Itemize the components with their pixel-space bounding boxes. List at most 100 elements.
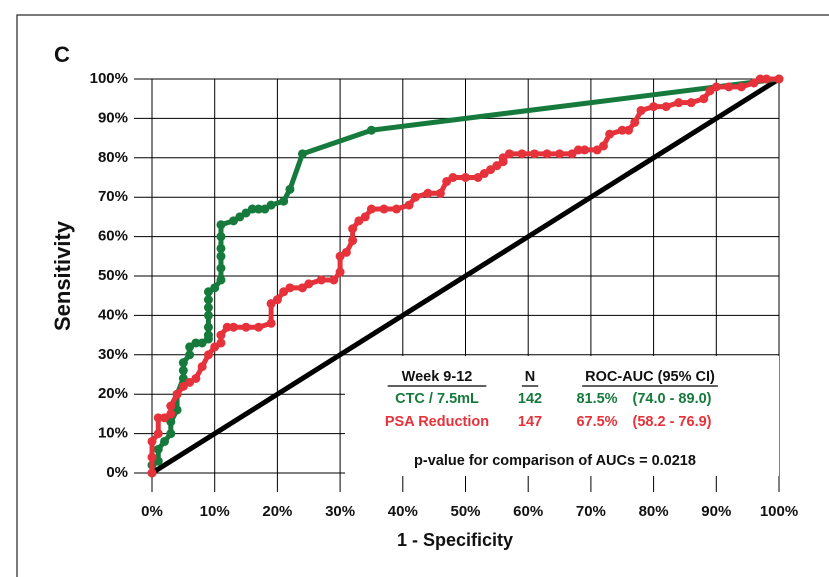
data-point bbox=[166, 429, 176, 439]
table-cell: (58.2 - 76.9) bbox=[633, 414, 712, 430]
data-point bbox=[379, 204, 389, 214]
frame bbox=[16, 14, 829, 577]
data-point bbox=[724, 82, 734, 92]
data-point bbox=[435, 188, 445, 198]
table-header: Week 9-12 bbox=[402, 369, 473, 385]
data-point bbox=[216, 338, 226, 348]
y-tick-label: 10% bbox=[98, 425, 128, 442]
table-cell: 67.5% bbox=[576, 414, 617, 430]
y-tick-label: 100% bbox=[90, 70, 128, 87]
y-tick-label: 80% bbox=[98, 149, 128, 166]
data-point bbox=[147, 452, 157, 462]
x-tick-label: 90% bbox=[701, 503, 731, 520]
data-point bbox=[649, 102, 659, 112]
table-cell: 81.5% bbox=[576, 391, 617, 407]
data-point bbox=[203, 295, 213, 305]
data-point bbox=[247, 204, 257, 214]
data-point bbox=[630, 117, 640, 127]
data-point bbox=[661, 102, 671, 112]
data-point bbox=[279, 196, 289, 206]
data-point bbox=[348, 236, 358, 246]
table-cell: (74.0 - 89.0) bbox=[633, 391, 712, 407]
table-cell: 142 bbox=[518, 391, 542, 407]
x-tick-label: 80% bbox=[639, 503, 669, 520]
data-point bbox=[153, 429, 163, 439]
data-point bbox=[160, 436, 170, 446]
x-tick-label: 60% bbox=[513, 503, 543, 520]
data-point bbox=[285, 184, 295, 194]
y-tick-label: 90% bbox=[98, 109, 128, 126]
data-point bbox=[448, 173, 458, 182]
data-point bbox=[605, 129, 615, 139]
data-point bbox=[774, 74, 784, 84]
data-point bbox=[736, 82, 746, 92]
data-point bbox=[166, 401, 176, 411]
data-point bbox=[185, 350, 195, 360]
data-point bbox=[272, 295, 282, 305]
data-point bbox=[636, 106, 646, 116]
data-point bbox=[216, 275, 226, 285]
data-point bbox=[297, 149, 307, 159]
data-point bbox=[229, 322, 239, 332]
data-point bbox=[624, 125, 634, 135]
data-point bbox=[529, 149, 539, 159]
data-point bbox=[335, 267, 345, 277]
data-point bbox=[203, 350, 213, 360]
y-tick-label: 40% bbox=[98, 306, 128, 323]
data-point bbox=[316, 275, 326, 285]
x-tick-label: 100% bbox=[760, 503, 798, 520]
data-point bbox=[216, 243, 226, 253]
data-point bbox=[366, 204, 376, 214]
data-point bbox=[304, 279, 314, 289]
data-point bbox=[341, 247, 351, 257]
y-tick-label: 50% bbox=[98, 267, 128, 284]
data-point bbox=[555, 149, 565, 159]
y-tick-label: 0% bbox=[106, 464, 128, 481]
data-point bbox=[178, 358, 188, 368]
panel-label: C bbox=[54, 42, 70, 67]
data-point bbox=[178, 366, 188, 376]
data-point bbox=[241, 322, 251, 332]
data-point bbox=[153, 444, 163, 454]
data-point bbox=[504, 149, 514, 159]
data-point bbox=[423, 188, 433, 198]
data-point bbox=[573, 145, 583, 155]
x-tick-label: 10% bbox=[200, 503, 230, 520]
y-tick-label: 30% bbox=[98, 346, 128, 363]
data-point bbox=[147, 468, 157, 478]
data-point bbox=[598, 141, 608, 151]
data-point bbox=[166, 409, 176, 419]
x-tick-label: 30% bbox=[325, 503, 355, 520]
data-point bbox=[517, 149, 527, 159]
data-point bbox=[216, 263, 226, 273]
data-point bbox=[410, 192, 420, 202]
table-header: N bbox=[525, 369, 535, 385]
table-header: ROC-AUC (95% CI) bbox=[585, 369, 715, 385]
data-point bbox=[203, 310, 213, 320]
data-point bbox=[285, 283, 295, 293]
data-point bbox=[266, 200, 276, 210]
data-point bbox=[360, 212, 370, 222]
data-point bbox=[203, 330, 213, 340]
data-point bbox=[761, 74, 771, 84]
x-tick-label: 0% bbox=[141, 503, 163, 520]
data-point bbox=[216, 232, 226, 242]
series-name: PSA Reduction bbox=[385, 414, 489, 430]
table-cell: 147 bbox=[518, 414, 542, 430]
data-point bbox=[216, 220, 226, 230]
y-tick-label: 60% bbox=[98, 228, 128, 245]
data-point bbox=[392, 204, 402, 214]
x-axis-label: 1 - Specificity bbox=[397, 530, 513, 550]
data-point bbox=[755, 74, 765, 84]
data-point bbox=[191, 338, 201, 348]
reference-line bbox=[150, 76, 781, 476]
data-point bbox=[254, 322, 264, 332]
data-point bbox=[222, 322, 232, 332]
series-name: CTC / 7.5mL bbox=[395, 391, 479, 407]
data-point bbox=[329, 275, 339, 285]
legend-box bbox=[345, 356, 779, 476]
data-point bbox=[686, 98, 696, 108]
table-note: p-value for comparison of AUCs = 0.0218 bbox=[414, 453, 696, 469]
data-point bbox=[191, 373, 201, 383]
